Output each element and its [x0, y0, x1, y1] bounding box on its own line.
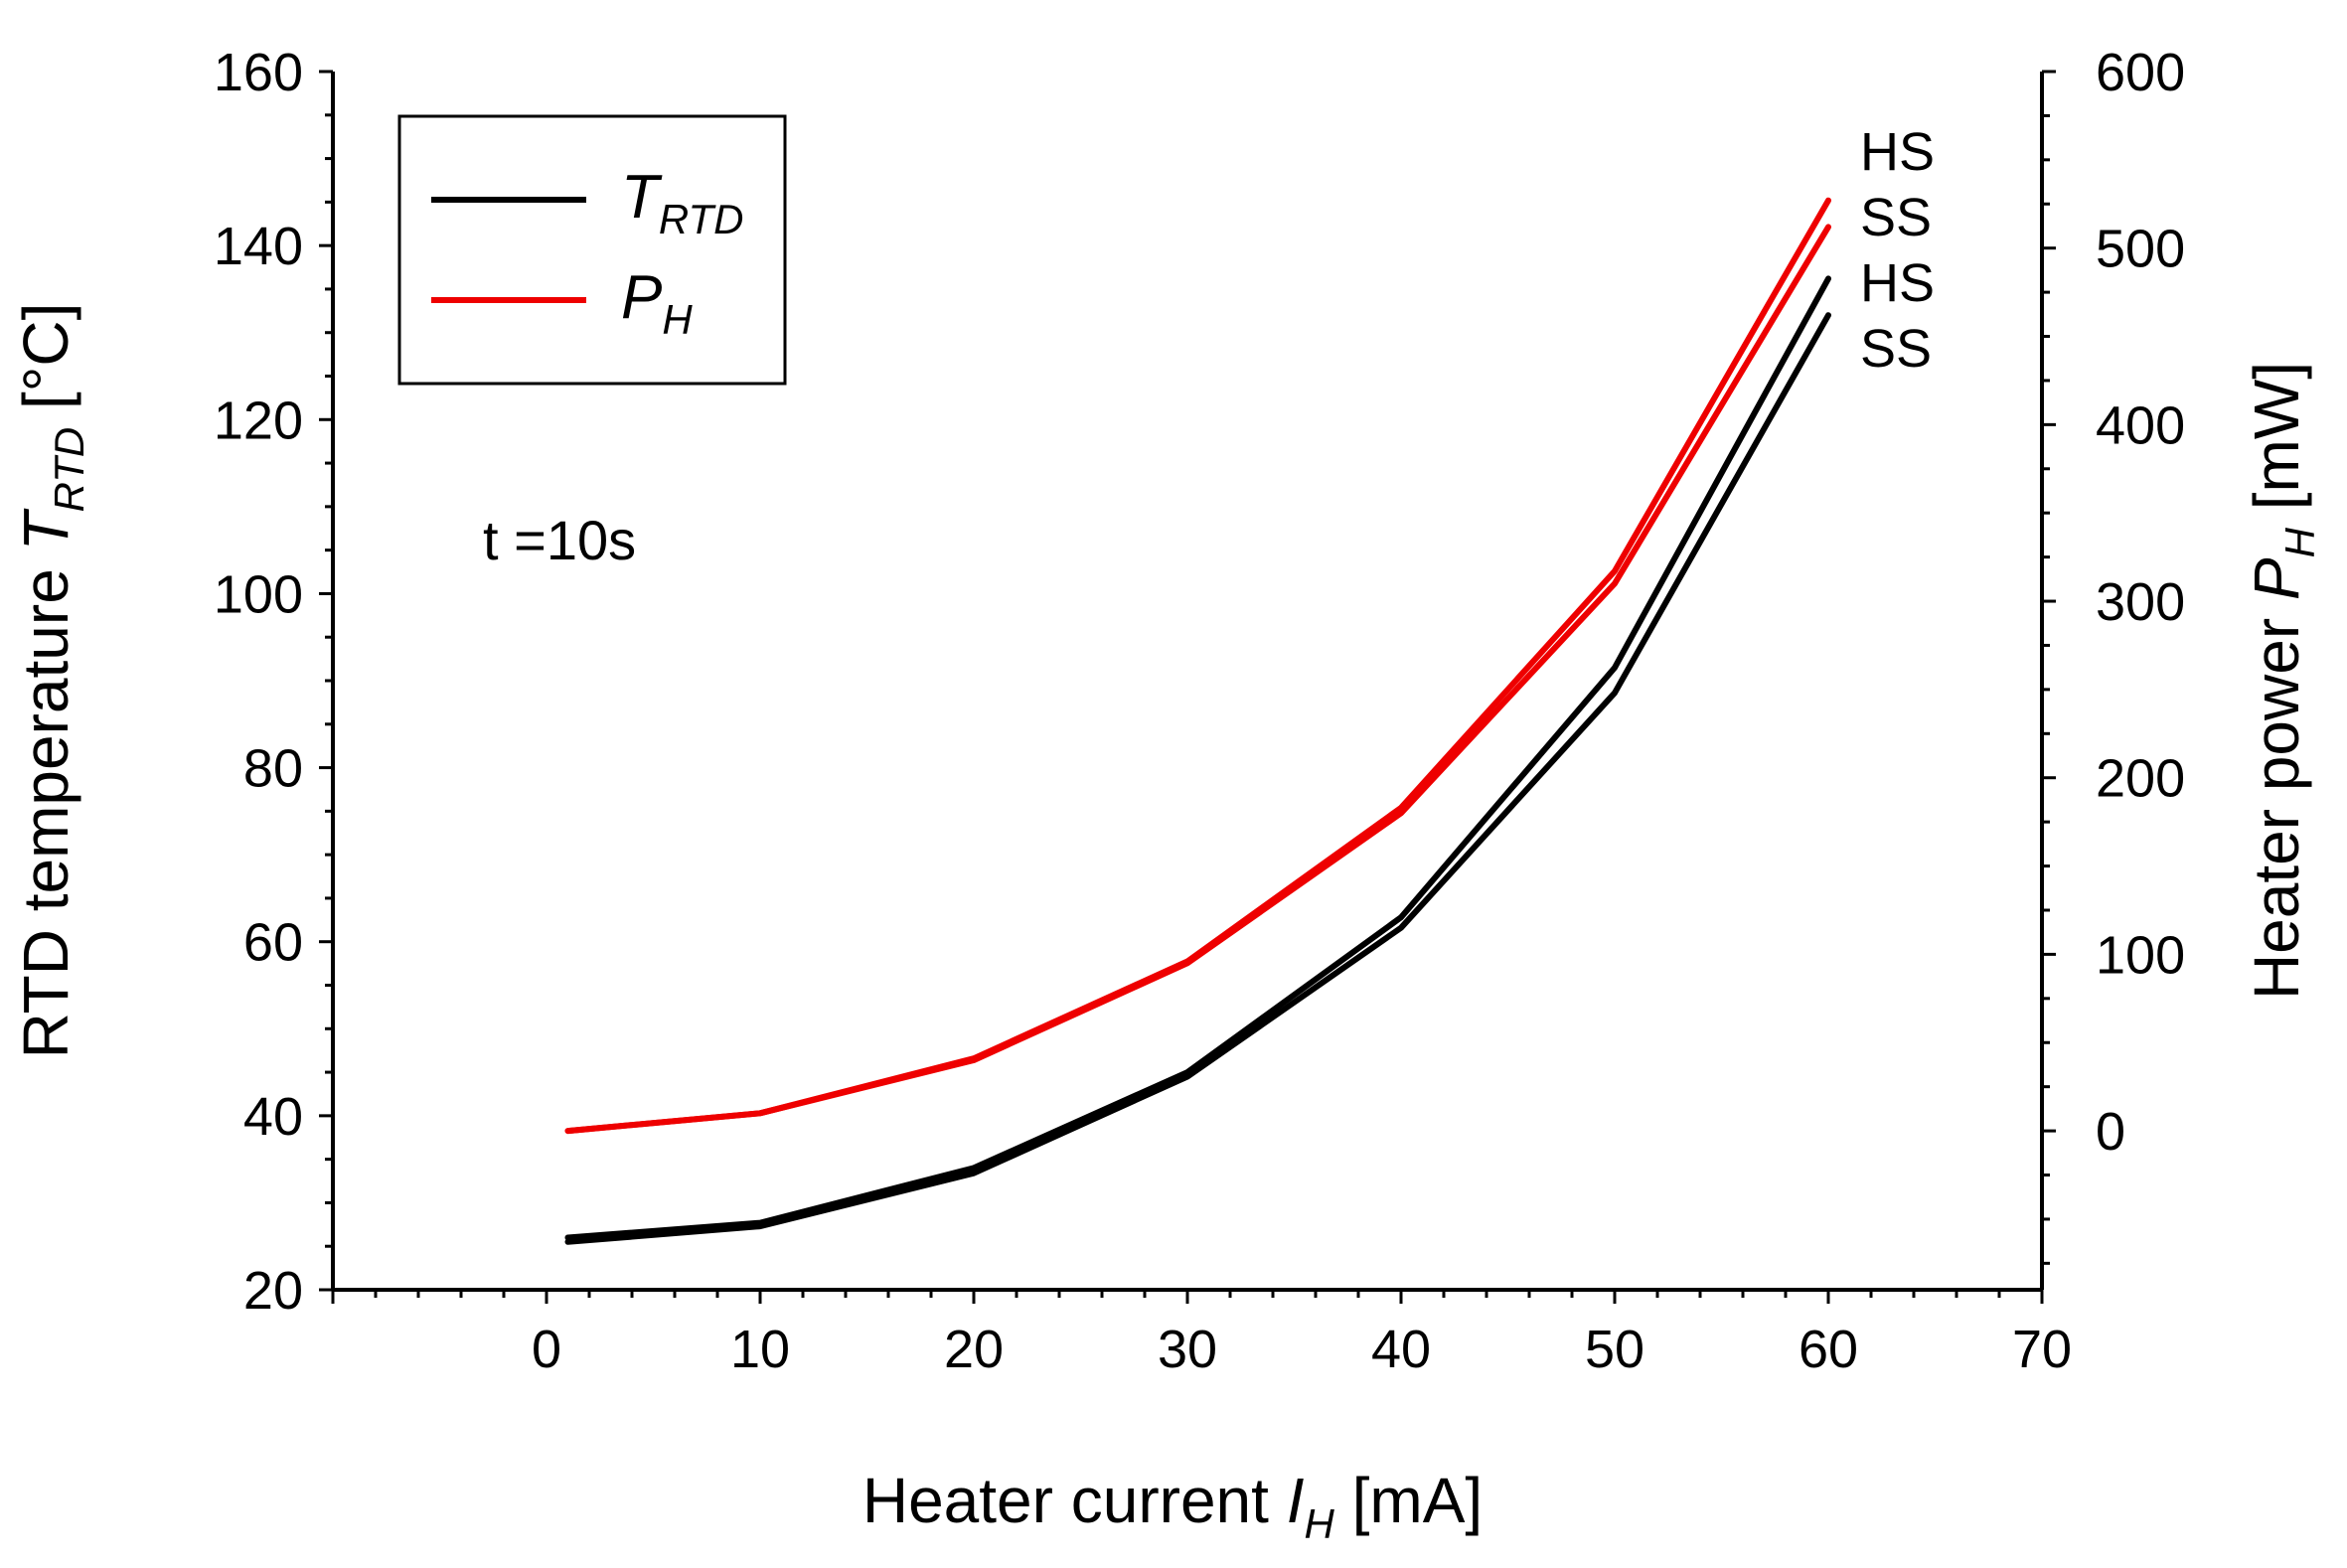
ticks: 0 10 20 30 40 50 60 70 20 40 60 80 100 120 140 160 0 100 2…: [214, 43, 2185, 1379]
y-right-tick-label: 400: [2096, 395, 2185, 455]
x-tick-label: 0: [532, 1320, 561, 1379]
y-right-tick-label: 200: [2096, 749, 2185, 809]
y-left-tick-label: 120: [214, 391, 303, 450]
series-tag-trtd-ss: SS: [1860, 319, 1932, 379]
series-tag-ph-ss: SS: [1860, 188, 1932, 247]
x-axis-label: Heater current IH [mA]: [862, 1465, 1483, 1547]
y-right-tick-label: 300: [2096, 572, 2185, 632]
time-annotation: t =10s: [483, 509, 636, 571]
y-right-tick-label: 0: [2096, 1102, 2125, 1162]
legend-label-trtd: TRTD: [621, 163, 743, 242]
y-right-tick-label: 500: [2096, 220, 2185, 279]
y-left-tick-label: 160: [214, 43, 303, 102]
series-line-t-rtd-hs: [564, 275, 1831, 1241]
y-right-tick-label: 100: [2096, 925, 2185, 985]
legend-label-ph: PH: [621, 263, 693, 343]
series-line-t-rtd-ss: [564, 312, 1831, 1245]
legend: TRTD PH: [397, 114, 787, 386]
legend-box: [397, 114, 787, 386]
y-left-tick-label: 60: [243, 913, 303, 973]
x-tick-label: 10: [730, 1320, 790, 1379]
x-tick-label: 20: [944, 1320, 1004, 1379]
y-left-tick-label: 100: [214, 564, 303, 624]
series-tag-trtd-hs: HS: [1860, 253, 1935, 313]
series: [564, 197, 1831, 1245]
series-line-p-h-ss: [564, 224, 1831, 1135]
y-left-tick-label: 140: [214, 217, 303, 276]
x-tick-label: 30: [1158, 1320, 1217, 1379]
x-tick-label: 40: [1371, 1320, 1431, 1379]
y-left-axis-label: RTD temperature TRTD [°C]: [10, 303, 92, 1059]
y-right-tick-label: 600: [2096, 43, 2185, 102]
y-left-tick-label: 20: [243, 1261, 303, 1321]
y-left-tick-label: 80: [243, 739, 303, 799]
series-tag-ph-hs: HS: [1860, 122, 1935, 182]
x-tick-label: 60: [1799, 1320, 1858, 1379]
x-tick-label: 70: [2012, 1320, 2072, 1379]
y-right-axis-label: Heater power PH [mW]: [2241, 362, 2323, 1000]
y-left-tick-label: 40: [243, 1087, 303, 1147]
x-tick-label: 50: [1585, 1320, 1644, 1379]
